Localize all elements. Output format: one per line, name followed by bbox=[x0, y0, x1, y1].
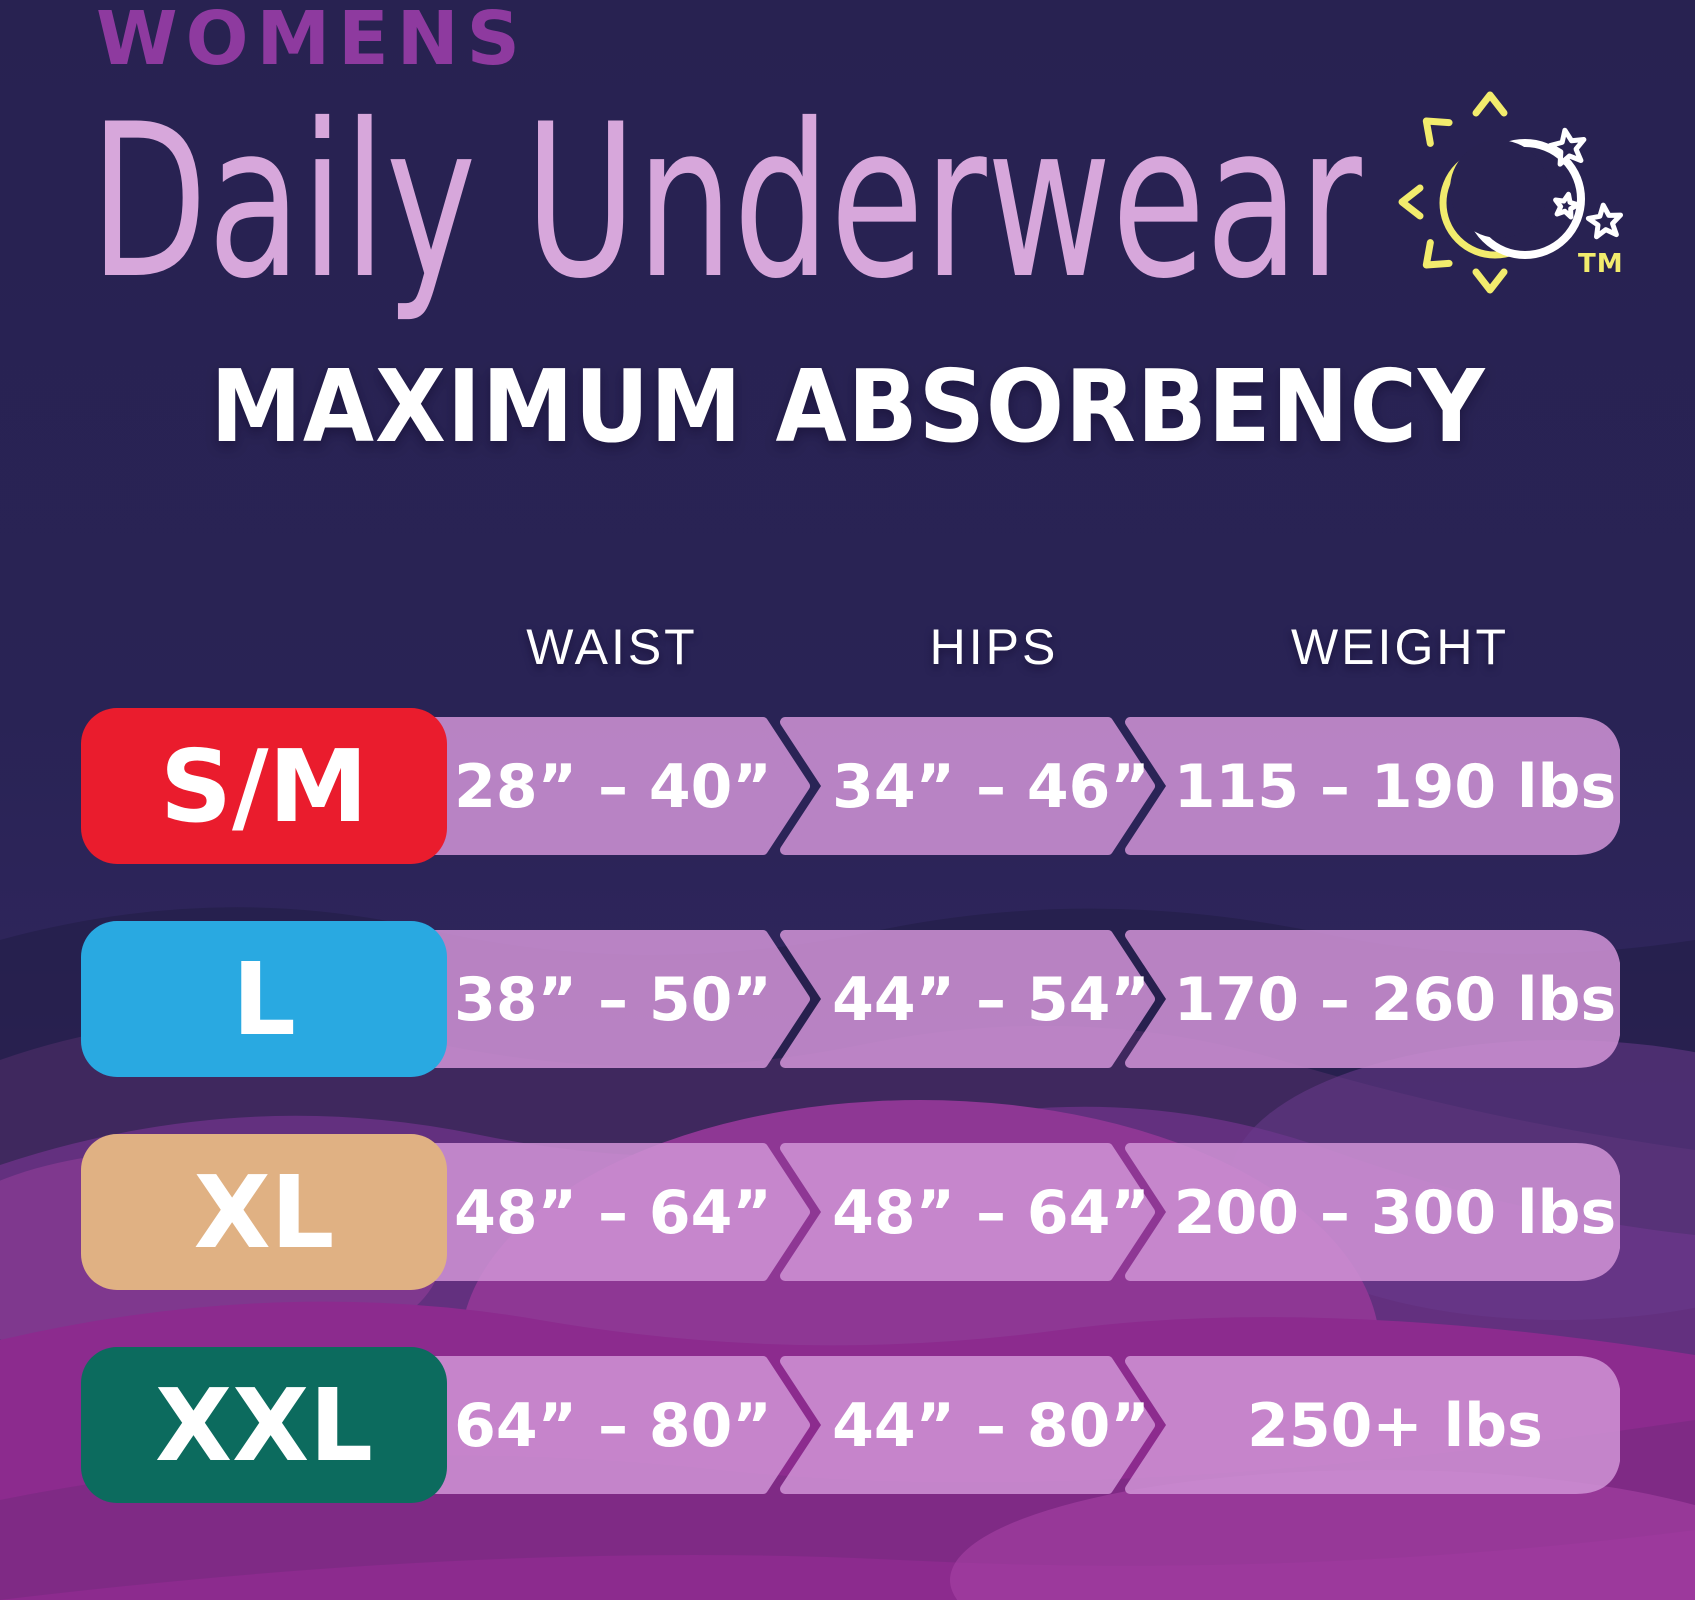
hips-value: 44” – 80” bbox=[832, 1391, 1150, 1461]
row-band bbox=[405, 930, 1620, 1068]
table-row: XXL 64” – 80” 44” – 80” 250+ lbs bbox=[81, 1347, 1620, 1503]
column-header-waist: WAIST bbox=[526, 619, 698, 675]
size-badge bbox=[81, 1347, 447, 1503]
size-badge bbox=[81, 708, 447, 864]
hips-value: 44” – 54” bbox=[832, 965, 1150, 1035]
size-label: XXL bbox=[155, 1367, 373, 1484]
column-header-hips: HIPS bbox=[929, 619, 1059, 675]
weight-value: 115 – 190 lbs bbox=[1174, 752, 1616, 822]
row-band bbox=[405, 1143, 1620, 1281]
size-label: L bbox=[232, 941, 296, 1058]
moon-cutout bbox=[1450, 140, 1548, 238]
table-row: L 38” – 50” 44” – 54” 170 – 260 lbs bbox=[81, 921, 1620, 1077]
weight-value: 200 – 300 lbs bbox=[1174, 1178, 1616, 1248]
weight-value: 170 – 260 lbs bbox=[1174, 965, 1616, 1035]
trademark-symbol: TM bbox=[1578, 249, 1624, 279]
size-label: S/M bbox=[160, 728, 368, 845]
brand-category: WOMENS bbox=[96, 0, 528, 82]
table-row: XL 48” – 64” 48” – 64” 200 – 300 lbs bbox=[81, 1134, 1620, 1290]
row-band bbox=[405, 1356, 1620, 1494]
waist-value: 38” – 50” bbox=[454, 965, 772, 1035]
waist-value: 28” – 40” bbox=[454, 752, 772, 822]
sun-moon-stars-icon: TM bbox=[1398, 82, 1692, 294]
size-badge bbox=[81, 921, 447, 1077]
size-badge bbox=[81, 1134, 447, 1290]
sun-rays-icon bbox=[1398, 91, 1508, 294]
row-band bbox=[405, 717, 1620, 855]
column-header-weight: WEIGHT bbox=[1291, 619, 1509, 675]
weight-value: 250+ lbs bbox=[1247, 1391, 1543, 1461]
waist-value: 64” – 80” bbox=[454, 1391, 772, 1461]
heading-wrap: MAXIMUM ABSORBENCY bbox=[0, 352, 1695, 462]
table-row: S/M 28” – 40” 34” – 46” 115 – 190 lbs bbox=[81, 708, 1620, 864]
product-title: Daily Underwear bbox=[90, 78, 1362, 325]
size-label: XL bbox=[194, 1154, 335, 1271]
waist-value: 48” – 64” bbox=[454, 1178, 772, 1248]
hips-value: 48” – 64” bbox=[832, 1178, 1150, 1248]
stars-icon bbox=[1548, 127, 1622, 237]
hips-value: 34” – 46” bbox=[832, 752, 1150, 822]
page-title: MAXIMUM ABSORBENCY bbox=[209, 348, 1486, 465]
